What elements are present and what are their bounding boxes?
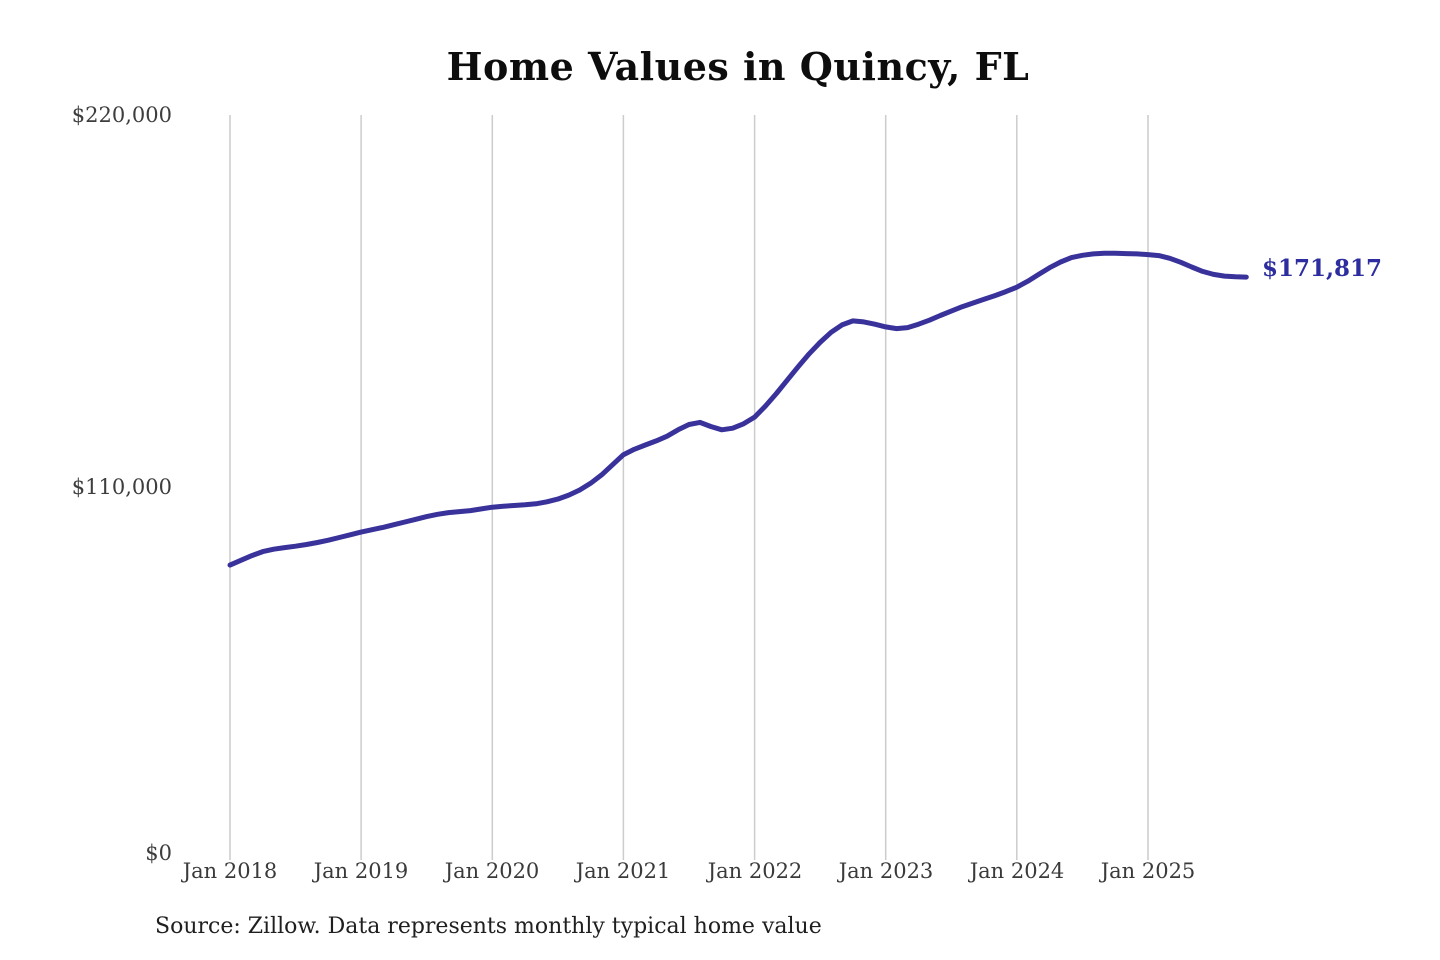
x-axis-tick-jan-2018: Jan 2018 (182, 859, 278, 883)
source-note: Source: Zillow. Data represents monthly … (155, 914, 822, 939)
x-axis-tick-jan-2023: Jan 2023 (838, 859, 934, 883)
x-axis-tick-jan-2024: Jan 2024 (969, 859, 1065, 883)
latest-value-label: $171,817 (1262, 255, 1383, 282)
x-axis-tick-jan-2020: Jan 2020 (444, 859, 540, 883)
y-axis-tick-220000: $220,000 (71, 103, 172, 127)
x-axis-tick-jan-2025: Jan 2025 (1100, 859, 1196, 883)
x-axis-tick-jan-2022: Jan 2022 (707, 859, 803, 883)
home-value-line (227, 250, 1249, 568)
chart-title: Home Values in Quincy, FL (446, 44, 1030, 89)
y-axis-tick-110000: $110,000 (71, 475, 172, 499)
y-axis-tick-0: $0 (145, 841, 172, 865)
x-axis-tick-jan-2021: Jan 2021 (575, 859, 671, 883)
x-axis-tick-jan-2019: Jan 2019 (313, 859, 409, 883)
